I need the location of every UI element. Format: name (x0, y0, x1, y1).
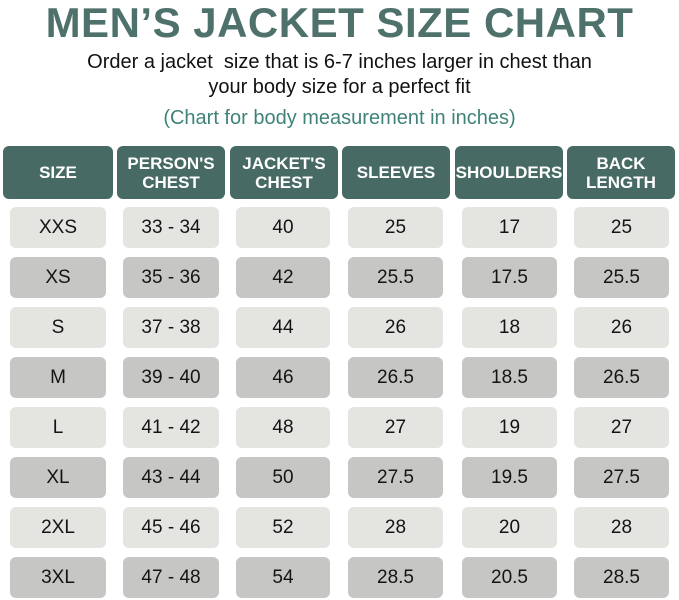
column-header-line1: SLEEVES (356, 163, 436, 182)
table-cell: 26.5 (348, 357, 443, 398)
column-header: JACKET'S CHEST (230, 146, 338, 199)
table-cell: 33 - 34 (123, 207, 219, 248)
table-cell: 20.5 (462, 557, 557, 598)
column-header: SHOULDERS (455, 146, 563, 199)
table-cell: 26 (348, 307, 443, 348)
column-header-line1: PERSON'S (127, 153, 215, 173)
table-cell: 27.5 (348, 457, 443, 498)
table-cell: 42 (236, 257, 330, 298)
table-cell: 25 (348, 207, 443, 248)
table-cell: 19.5 (462, 457, 557, 498)
table-cell: 27.5 (574, 457, 669, 498)
table-cell: 28 (574, 507, 669, 548)
table-cell: 37 - 38 (123, 307, 219, 348)
table-cell: L (10, 407, 106, 448)
table-cell: 2XL (10, 507, 106, 548)
column-header-line1: SHOULDERS (455, 163, 563, 182)
table-cell: 3XL (10, 557, 106, 598)
subtitle-line-1: Order a jacket size that is 6-7 inches l… (87, 51, 592, 73)
table-cell: 50 (236, 457, 330, 498)
table-cell: 26.5 (574, 357, 669, 398)
table-cell: XL (10, 457, 106, 498)
table-cell: 45 - 46 (123, 507, 219, 548)
table-cell: 40 (236, 207, 330, 248)
table-cell: 25.5 (574, 257, 669, 298)
table-cell: 19 (462, 407, 557, 448)
table-cell: 44 (236, 307, 330, 348)
table-cell: 46 (236, 357, 330, 398)
column-header-line1: JACKET'S (242, 153, 326, 173)
table-cell: 28.5 (574, 557, 669, 598)
table-cell: 43 - 44 (123, 457, 219, 498)
table-cell: 26 (574, 307, 669, 348)
table-cell: 54 (236, 557, 330, 598)
table-cell: 41 - 42 (123, 407, 219, 448)
table-cell: 52 (236, 507, 330, 548)
table-cell: 17 (462, 207, 557, 248)
table-cell: 39 - 40 (123, 357, 219, 398)
subtitle: Order a jacket size that is 6-7 inches l… (0, 50, 679, 100)
column-header-line2: CHEST (255, 172, 313, 192)
column-header-line1: BACK (596, 153, 646, 173)
column-header: PERSON'S CHEST (117, 146, 225, 199)
table-cell: 27 (574, 407, 669, 448)
column-header: SIZE (3, 146, 113, 199)
column-header: SLEEVES (342, 146, 450, 199)
table-cell: 20 (462, 507, 557, 548)
table-cell: 48 (236, 407, 330, 448)
table-cell: 47 - 48 (123, 557, 219, 598)
subtitle-line-2: your body size for a perfect fit (208, 76, 471, 98)
table-cell: 18 (462, 307, 557, 348)
table-cell: 17.5 (462, 257, 557, 298)
measurement-note: (Chart for body measurement in inches) (163, 107, 516, 129)
table-cell: 28 (348, 507, 443, 548)
table-cell: 18.5 (462, 357, 557, 398)
table-cell: 27 (348, 407, 443, 448)
table-cell: S (10, 307, 106, 348)
table-cell: M (10, 357, 106, 398)
table-cell: XXS (10, 207, 106, 248)
column-header: BACK LENGTH (567, 146, 675, 199)
table-cell: 35 - 36 (123, 257, 219, 298)
column-header-line1: SIZE (39, 163, 77, 182)
table-cell: XS (10, 257, 106, 298)
column-header-line2: LENGTH (586, 172, 656, 192)
table-cell: 25.5 (348, 257, 443, 298)
column-header-line2: CHEST (142, 172, 200, 192)
table-cell: 25 (574, 207, 669, 248)
table-cell: 28.5 (348, 557, 443, 598)
page-title: MEN’S JACKET SIZE CHART (45, 0, 634, 46)
